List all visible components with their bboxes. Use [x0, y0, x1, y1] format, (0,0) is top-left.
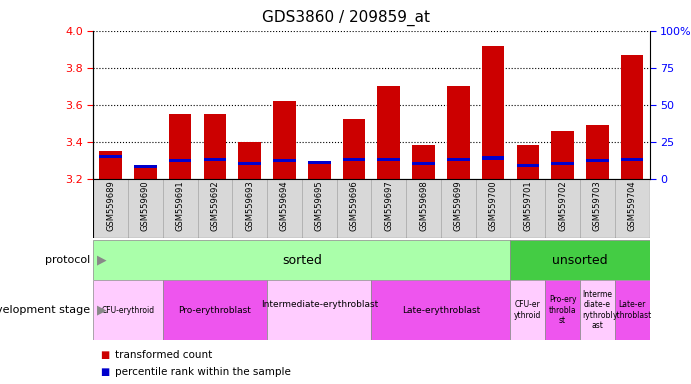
Bar	[580, 280, 615, 340]
Text: GSM559689: GSM559689	[106, 180, 115, 231]
Bar	[273, 159, 296, 162]
Text: GSM559690: GSM559690	[141, 180, 150, 231]
Text: GSM559696: GSM559696	[350, 180, 359, 231]
Bar	[545, 280, 580, 340]
Bar	[377, 158, 400, 161]
Bar	[511, 280, 545, 340]
Bar	[343, 158, 366, 161]
Bar	[198, 179, 232, 238]
Bar	[372, 280, 511, 340]
Text: Intermediate-erythroblast: Intermediate-erythroblast	[261, 300, 378, 320]
Bar	[204, 114, 226, 179]
Bar	[621, 158, 643, 161]
Text: ▶: ▶	[97, 254, 106, 266]
Bar	[308, 161, 330, 164]
Text: GSM559693: GSM559693	[245, 180, 254, 231]
Text: GSM559694: GSM559694	[280, 180, 289, 231]
Bar	[621, 55, 643, 179]
Bar	[93, 179, 128, 238]
Bar	[134, 165, 157, 169]
Text: CFU-er
ythroid: CFU-er ythroid	[514, 300, 542, 320]
Bar	[238, 162, 261, 166]
Text: Pro-ery
throbla
st: Pro-ery throbla st	[549, 295, 576, 325]
Text: CFU-erythroid: CFU-erythroid	[102, 306, 155, 314]
Bar	[586, 159, 609, 162]
Text: GSM559701: GSM559701	[523, 180, 532, 231]
Bar	[545, 179, 580, 238]
Text: GSM559691: GSM559691	[176, 180, 184, 231]
Text: percentile rank within the sample: percentile rank within the sample	[115, 367, 292, 377]
Bar	[551, 131, 574, 179]
Bar	[134, 166, 157, 179]
Bar	[343, 119, 366, 179]
Bar	[377, 86, 400, 179]
Text: GSM559703: GSM559703	[593, 180, 602, 231]
Text: Late-erythroblast: Late-erythroblast	[402, 306, 480, 314]
Bar	[475, 179, 511, 238]
Text: GSM559698: GSM559698	[419, 180, 428, 231]
Bar	[93, 280, 163, 340]
Bar	[517, 145, 539, 179]
Bar	[273, 101, 296, 179]
Text: unsorted: unsorted	[552, 254, 608, 266]
Bar	[615, 280, 650, 340]
Text: ■: ■	[100, 367, 109, 377]
Text: GSM559702: GSM559702	[558, 180, 567, 231]
Text: ■: ■	[100, 350, 109, 360]
Bar	[128, 179, 163, 238]
Bar	[267, 280, 372, 340]
Text: GSM559695: GSM559695	[315, 180, 324, 231]
Bar	[615, 179, 650, 238]
Bar	[163, 280, 267, 340]
Bar	[308, 162, 330, 179]
Bar	[93, 240, 511, 280]
Text: transformed count: transformed count	[115, 350, 213, 360]
Bar	[169, 114, 191, 179]
Bar	[447, 86, 470, 179]
Bar	[406, 179, 441, 238]
Bar	[551, 162, 574, 166]
Bar	[238, 142, 261, 179]
Bar	[511, 179, 545, 238]
Text: sorted: sorted	[282, 254, 322, 266]
Text: GSM559692: GSM559692	[211, 180, 220, 231]
Text: GSM559697: GSM559697	[384, 180, 393, 231]
Text: Interme
diate-e
rythrobl
ast: Interme diate-e rythrobl ast	[582, 290, 613, 330]
Bar	[169, 159, 191, 162]
Bar	[100, 151, 122, 179]
Bar	[413, 145, 435, 179]
Text: Pro-erythroblast: Pro-erythroblast	[178, 306, 252, 314]
Bar	[511, 240, 650, 280]
Bar	[441, 179, 475, 238]
Text: GSM559699: GSM559699	[454, 180, 463, 231]
Bar	[100, 155, 122, 158]
Bar	[482, 156, 504, 159]
Bar	[482, 46, 504, 179]
Bar	[447, 158, 470, 161]
Bar	[163, 179, 198, 238]
Bar	[267, 179, 302, 238]
Bar	[204, 158, 226, 161]
Bar	[337, 179, 372, 238]
Text: ▶: ▶	[97, 304, 106, 316]
Bar	[232, 179, 267, 238]
Text: Late-er
ythroblast: Late-er ythroblast	[612, 300, 652, 320]
Bar	[372, 179, 406, 238]
Text: GSM559700: GSM559700	[489, 180, 498, 231]
Text: GSM559704: GSM559704	[627, 180, 636, 231]
Bar	[517, 164, 539, 167]
Bar	[580, 179, 615, 238]
Bar	[586, 125, 609, 179]
Bar	[302, 179, 337, 238]
Text: GDS3860 / 209859_at: GDS3860 / 209859_at	[261, 10, 430, 26]
Text: protocol: protocol	[45, 255, 90, 265]
Text: development stage: development stage	[0, 305, 90, 315]
Bar	[413, 162, 435, 166]
